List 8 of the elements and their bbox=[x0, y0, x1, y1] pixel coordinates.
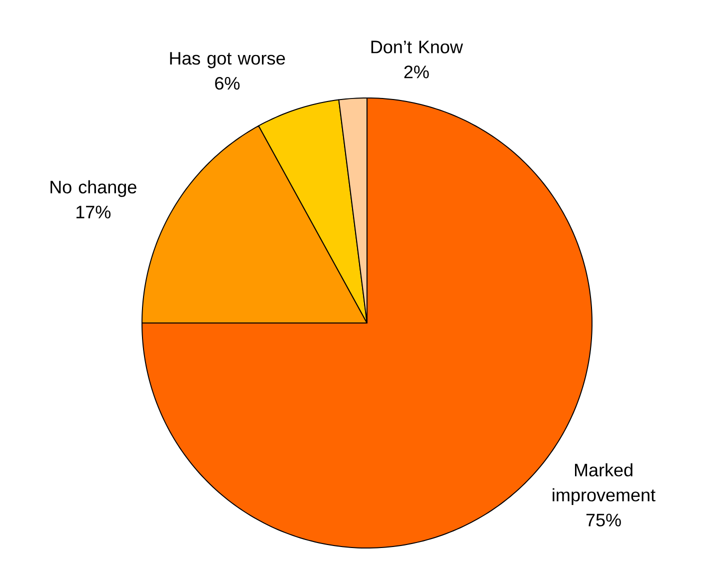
data-label: 2% bbox=[404, 66, 429, 78]
slice-label: Don’t Know bbox=[371, 40, 463, 54]
data-label: 75% bbox=[586, 514, 621, 526]
slice-label: Marked improvement bbox=[552, 463, 656, 505]
data-label: 6% bbox=[215, 76, 240, 90]
slice-label: Has got worse bbox=[170, 52, 285, 68]
slice-label: No change bbox=[50, 180, 136, 197]
data-label: 17% bbox=[76, 206, 111, 218]
